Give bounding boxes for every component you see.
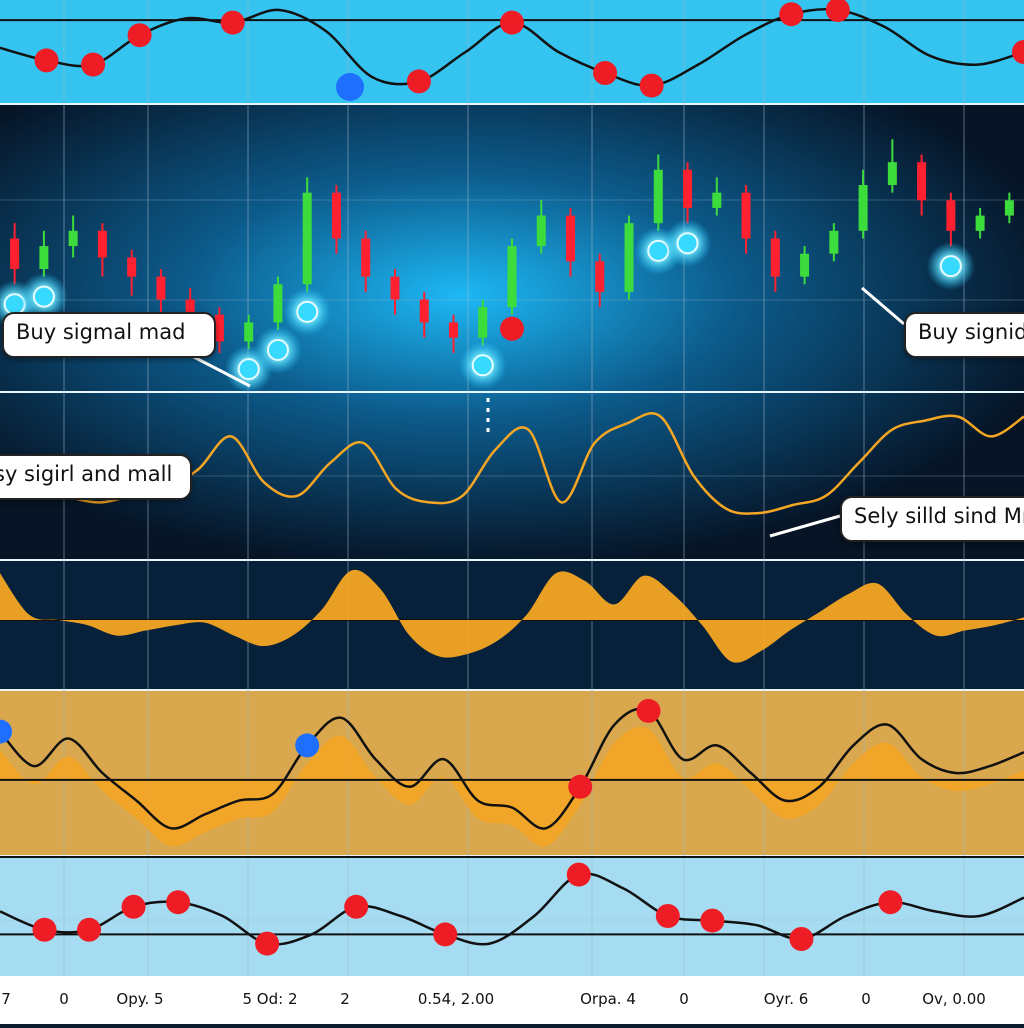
candle-up xyxy=(68,230,78,247)
lower-buy-marker xyxy=(295,733,320,758)
buy-signal-marker xyxy=(296,300,319,323)
x-tick-label: 5 Od: 2 xyxy=(242,990,297,1008)
top-sell-marker xyxy=(220,10,245,35)
x-tick-label: 7 xyxy=(1,990,11,1008)
bottom-sell-marker xyxy=(344,894,369,919)
bottom-sell-marker xyxy=(566,862,591,887)
bottom-sell-marker xyxy=(77,917,102,942)
x-tick-label: Oyr. 6 xyxy=(764,990,809,1008)
candle-up xyxy=(800,253,810,277)
buy-signal-callout-left: Buy sigmal mad xyxy=(2,312,216,358)
candle-down xyxy=(97,230,107,258)
candle-up xyxy=(302,192,312,285)
top-sell-marker xyxy=(1012,40,1024,64)
buy-signal-callout-right: Buy signid xyxy=(904,312,1024,358)
bottom-sell-marker xyxy=(655,904,680,928)
bottom-sell-marker xyxy=(789,927,814,951)
buy-right-pointer xyxy=(861,286,905,326)
lower-sell-marker xyxy=(636,698,661,723)
candle-up xyxy=(39,246,49,269)
top-sell-marker xyxy=(500,10,524,35)
candle-up xyxy=(712,192,722,208)
candle-down xyxy=(419,299,429,323)
candle-down xyxy=(156,276,166,300)
candle-down xyxy=(917,162,927,201)
sell-right-pointer xyxy=(769,514,841,538)
candle-up xyxy=(244,322,254,342)
candle-down xyxy=(390,276,400,300)
lower-oscillator-area xyxy=(0,726,1024,847)
x-tick-label: 0 xyxy=(861,990,871,1008)
buy-left-pointer xyxy=(187,352,251,388)
sell-signal-callout-right: Sely silld sind Mr xyxy=(840,496,1024,542)
buy-signal-marker xyxy=(471,354,494,377)
buy-signal-marker xyxy=(266,339,289,362)
candle-down xyxy=(185,299,195,315)
bottom-sell-marker xyxy=(121,894,146,919)
candle-down xyxy=(127,257,137,277)
top-blue-marker xyxy=(336,73,364,101)
lower-oscillator-line xyxy=(0,707,1024,830)
lower-buy-marker xyxy=(0,719,12,744)
top-sell-marker xyxy=(406,69,431,94)
candle-down xyxy=(683,169,693,208)
buy-signal-marker xyxy=(939,255,962,278)
x-axis-labels: 7 0 Opy. 5 5 Od: 2 2 0.54, 2.00 Orpa. 4 0 Oyr. 6… xyxy=(1,990,986,1008)
candle-down xyxy=(214,314,224,342)
histogram-area xyxy=(0,569,1024,663)
top-sell-marker xyxy=(127,23,152,48)
bottom-sell-marker xyxy=(700,908,725,933)
buy-signal-marker xyxy=(237,358,260,381)
top-sell-marker xyxy=(34,48,59,73)
bottom-sell-marker xyxy=(433,922,458,947)
candle-down xyxy=(10,238,20,269)
top-sell-marker xyxy=(825,0,850,22)
candle-up xyxy=(507,246,517,308)
candle-down xyxy=(448,322,458,338)
candle-up xyxy=(624,223,634,292)
candle-up xyxy=(975,215,985,231)
x-tick-label: 2 xyxy=(340,990,350,1008)
candle-up xyxy=(858,185,868,231)
candle-up xyxy=(1004,200,1014,216)
x-tick-label: Orpa. 4 xyxy=(580,990,636,1008)
bottom-sell-marker xyxy=(255,931,280,956)
candle-down xyxy=(361,238,371,277)
candle-down xyxy=(566,215,576,262)
top-sell-marker xyxy=(779,2,804,27)
x-axis-bar xyxy=(0,976,1024,1024)
top-sell-marker xyxy=(81,52,106,77)
candle-down xyxy=(946,200,956,231)
x-tick-label: 0.54, 2.00 xyxy=(418,990,494,1008)
x-tick-label: 0 xyxy=(679,990,689,1008)
sell-signal-marker xyxy=(500,316,524,341)
candle-up xyxy=(829,230,839,254)
candle-up xyxy=(273,284,283,323)
top-sell-marker xyxy=(593,61,618,85)
bottom-sell-marker xyxy=(32,917,57,942)
candle-up xyxy=(536,215,546,247)
lower-sell-marker xyxy=(568,774,593,799)
panel-bg-bottom-oscillator xyxy=(0,856,1024,976)
x-tick-label: Ov, 0.00 xyxy=(922,990,986,1008)
candle-down xyxy=(770,238,780,277)
candle-down xyxy=(741,192,751,239)
x-tick-label: Opy. 5 xyxy=(116,990,163,1008)
bottom-sell-marker xyxy=(878,890,903,915)
candle-down xyxy=(331,192,341,239)
candle-up xyxy=(887,162,897,186)
candle-down xyxy=(595,261,605,292)
candle-up xyxy=(653,169,663,224)
signal-callout-mid-left: sy sigirl and mall xyxy=(0,454,192,500)
buy-signal-marker xyxy=(32,285,55,308)
buy-signal-marker xyxy=(676,232,699,255)
x-tick-label: 0 xyxy=(59,990,69,1008)
top-sell-marker xyxy=(639,73,664,98)
bottom-sell-marker xyxy=(166,890,191,915)
candle-up xyxy=(478,307,488,338)
